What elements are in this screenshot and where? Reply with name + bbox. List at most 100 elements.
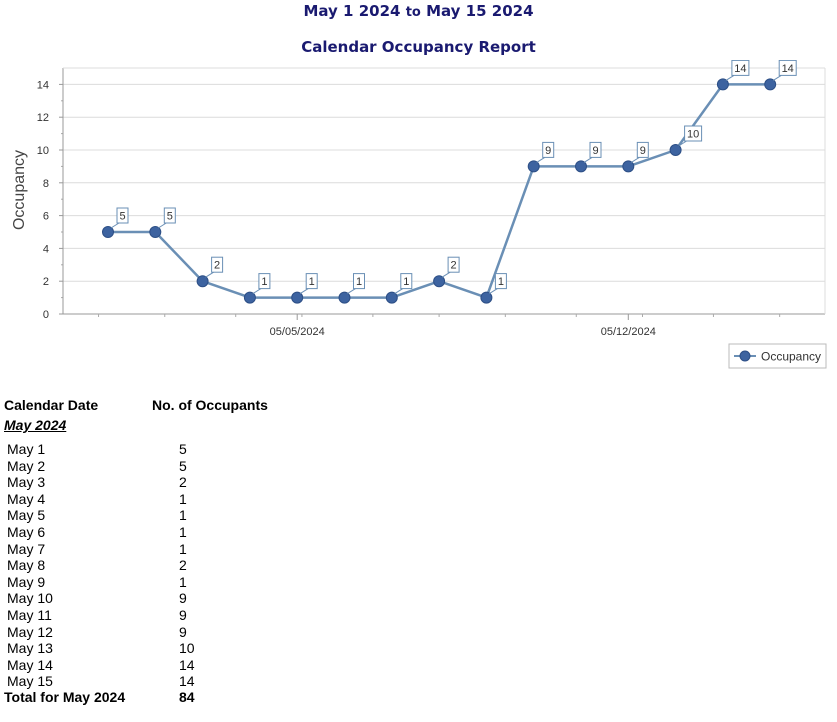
legend-entry-occupancy: Occupancy [761, 350, 821, 364]
data-label-box [400, 273, 413, 290]
row-occupants: 1 [179, 540, 187, 557]
data-label-leader [205, 271, 214, 278]
row-date: May 14 [7, 656, 53, 673]
data-point [433, 275, 446, 288]
data-label-leader [583, 156, 593, 163]
data-label-box [589, 141, 602, 158]
data-label-box [211, 256, 224, 273]
row-occupants: 14 [179, 656, 195, 673]
col-header-date: Calendar Date [4, 397, 99, 413]
data-label: 1 [356, 276, 362, 288]
data-point [527, 160, 540, 173]
row-date: May 6 [7, 523, 46, 540]
data-label: 5 [119, 211, 125, 223]
data-point [149, 226, 162, 238]
data-label: 9 [545, 145, 551, 157]
row-date: May 11 [7, 606, 52, 623]
data-label-box [305, 273, 318, 290]
data-label: 9 [640, 145, 646, 157]
row-occupants: 9 [179, 590, 187, 607]
data-label-box [163, 207, 176, 224]
row-occupants: 14 [179, 673, 195, 690]
row-occupants: 2 [179, 474, 187, 491]
data-point [764, 78, 777, 91]
data-point [716, 78, 729, 91]
row-occupants: 9 [179, 606, 187, 623]
report-title: May 1 2024 to May 15 2024 [0, 2, 837, 20]
row-date: May 2 [7, 457, 46, 474]
row-occupants: 1 [179, 507, 187, 524]
y-tick-label: 10 [37, 145, 49, 157]
data-point [291, 291, 304, 304]
row-occupants: 2 [179, 557, 187, 574]
row-date: May 13 [7, 640, 53, 657]
title-end-date: May 15 2024 [426, 2, 534, 20]
data-label-box [684, 125, 703, 142]
row-date: May 9 [7, 573, 46, 590]
data-point [338, 291, 351, 304]
data-label-leader [772, 74, 782, 81]
data-label-box [542, 141, 555, 158]
row-occupants: 1 [179, 490, 187, 507]
data-label-box [636, 141, 649, 158]
row-date: May 15 [7, 673, 53, 690]
y-tick-label: 14 [37, 79, 49, 91]
total-value: 84 [179, 689, 195, 705]
data-label-box [258, 273, 271, 290]
legend-marker-icon [739, 350, 751, 362]
data-label-leader [347, 288, 356, 295]
y-tick-label: 12 [37, 112, 49, 124]
data-label-box [116, 207, 129, 224]
data-label-leader [252, 288, 262, 295]
y-tick-label: 0 [43, 309, 49, 321]
y-tick-label: 8 [43, 178, 49, 190]
data-label-leader [678, 140, 687, 147]
data-point [669, 144, 682, 156]
row-date: May 3 [7, 474, 46, 491]
data-label: 9 [592, 145, 598, 157]
total-label: Total for May 2024 [4, 689, 126, 705]
row-date: May 12 [7, 623, 53, 640]
row-date: May 8 [7, 557, 46, 574]
data-label-box [778, 60, 797, 76]
data-label-box [353, 273, 365, 290]
data-label: 14 [782, 63, 794, 75]
data-point [385, 291, 398, 304]
legend-box [728, 343, 827, 369]
row-occupants: 10 [179, 640, 195, 657]
data-label-leader [536, 156, 545, 163]
month-heading: May 2024 [4, 417, 67, 433]
data-label: 5 [167, 211, 173, 223]
data-point [102, 226, 114, 238]
data-label: 1 [403, 276, 409, 288]
x-tick-label: 05/05/2024 [270, 326, 325, 338]
title-start-date: May 1 2024 [303, 2, 401, 20]
y-axis-label: Occupancy [11, 150, 28, 230]
chart-legend: Occupancy [728, 343, 827, 369]
row-occupants: 9 [179, 623, 187, 640]
data-point [622, 160, 635, 173]
data-label-leader [441, 271, 451, 278]
data-label-leader [158, 222, 167, 229]
row-date: May 5 [7, 507, 46, 524]
total-row: Total for May 2024 84 [0, 689, 300, 706]
data-label: 2 [451, 260, 457, 272]
col-header-occupants: No. of Occupants [152, 397, 268, 413]
chart-grid [63, 83, 825, 282]
data-point [243, 291, 256, 304]
data-label: 2 [214, 260, 220, 272]
data-label: 14 [734, 63, 746, 75]
row-occupants: 1 [179, 573, 187, 590]
report-subtitle: Calendar Occupancy Report [301, 38, 536, 56]
chart-data-labels: 5 5 2 1 1 1 1 2 1 9 9 9 10 14 14 [110, 60, 797, 295]
row-date: May 1 [7, 441, 46, 457]
data-label: 1 [261, 276, 267, 288]
data-label-leader [394, 288, 404, 295]
data-label-leader [631, 156, 640, 163]
data-label-leader [489, 288, 498, 295]
row-date: May 10 [7, 590, 53, 607]
data-label-leader [299, 288, 309, 295]
y-tick-label: 6 [43, 211, 49, 223]
